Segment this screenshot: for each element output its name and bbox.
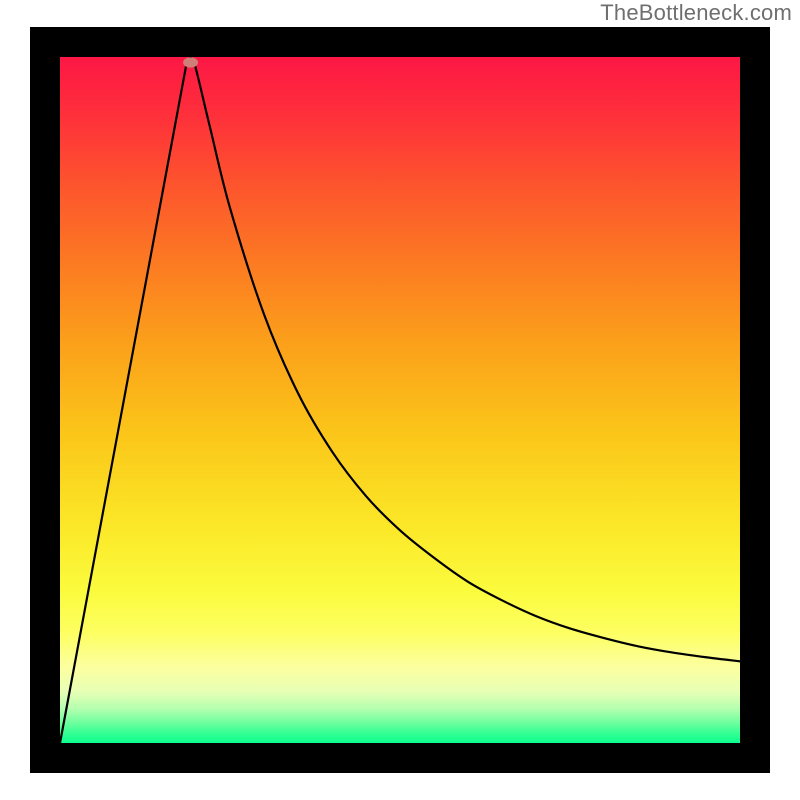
optimal-marker bbox=[183, 57, 198, 67]
watermark-text: TheBottleneck.com bbox=[600, 0, 792, 26]
chart-container: TheBottleneck.com bbox=[0, 0, 800, 800]
plot-background bbox=[60, 57, 740, 743]
chart-svg bbox=[0, 0, 800, 800]
